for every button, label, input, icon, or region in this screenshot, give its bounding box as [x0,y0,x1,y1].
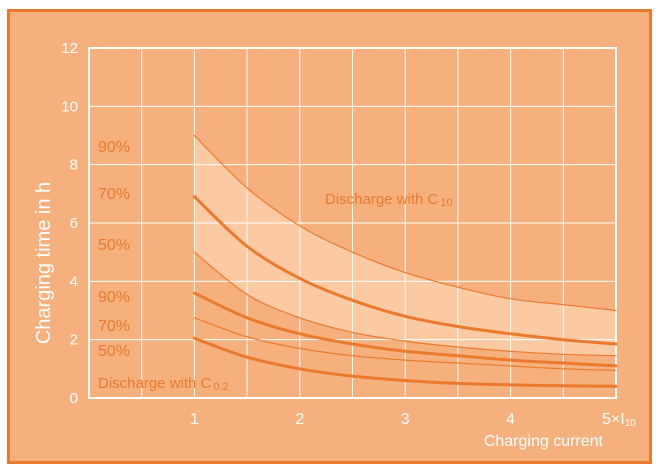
series-line-C02-50pct [192,336,618,388]
annotation-label: Discharge with C 0.2 [98,375,229,393]
series-line-C02-70pct [193,317,617,371]
series-line-C10-50pct [193,251,617,357]
x-tick-label: 3 [401,411,410,428]
series-label: 90% [98,139,130,156]
x-axis-title: Charging current [484,433,604,450]
x-tick-label: 4 [506,411,515,428]
series-layer [192,134,618,388]
series-label: 50% [98,237,130,254]
y-axis-title: Charging time in h [33,182,55,344]
series-line-C10-90pct [193,134,617,312]
plot-border [88,47,617,399]
series-line-C02-90pct [192,291,618,368]
series-line-C10-70pct [192,195,618,346]
x-tick-label: 2 [295,411,304,428]
x-tick-label: 1 [190,411,199,428]
series-label: 70% [98,318,130,335]
y-tick-label: 6 [70,215,78,232]
y-tick-label: 8 [70,157,78,174]
x-tick-label: 5×I10 [602,411,636,429]
label-layer: 90% 70% 50% 90% 70% 50% Discharge with C 10 Disc… [98,139,453,393]
annotation-label: Discharge with C 10 [325,191,453,209]
y-tick-label: 4 [70,273,78,290]
series-label: 70% [98,186,130,203]
series-label: 50% [98,343,130,360]
y-tick-label: 12 [61,40,78,57]
chart-frame [7,9,652,464]
grid-layer [88,47,617,399]
y-tick-label: 2 [70,332,78,349]
y-tick-label: 0 [70,390,78,407]
series-label: 90% [98,289,130,306]
y-tick-label: 10 [61,98,78,115]
